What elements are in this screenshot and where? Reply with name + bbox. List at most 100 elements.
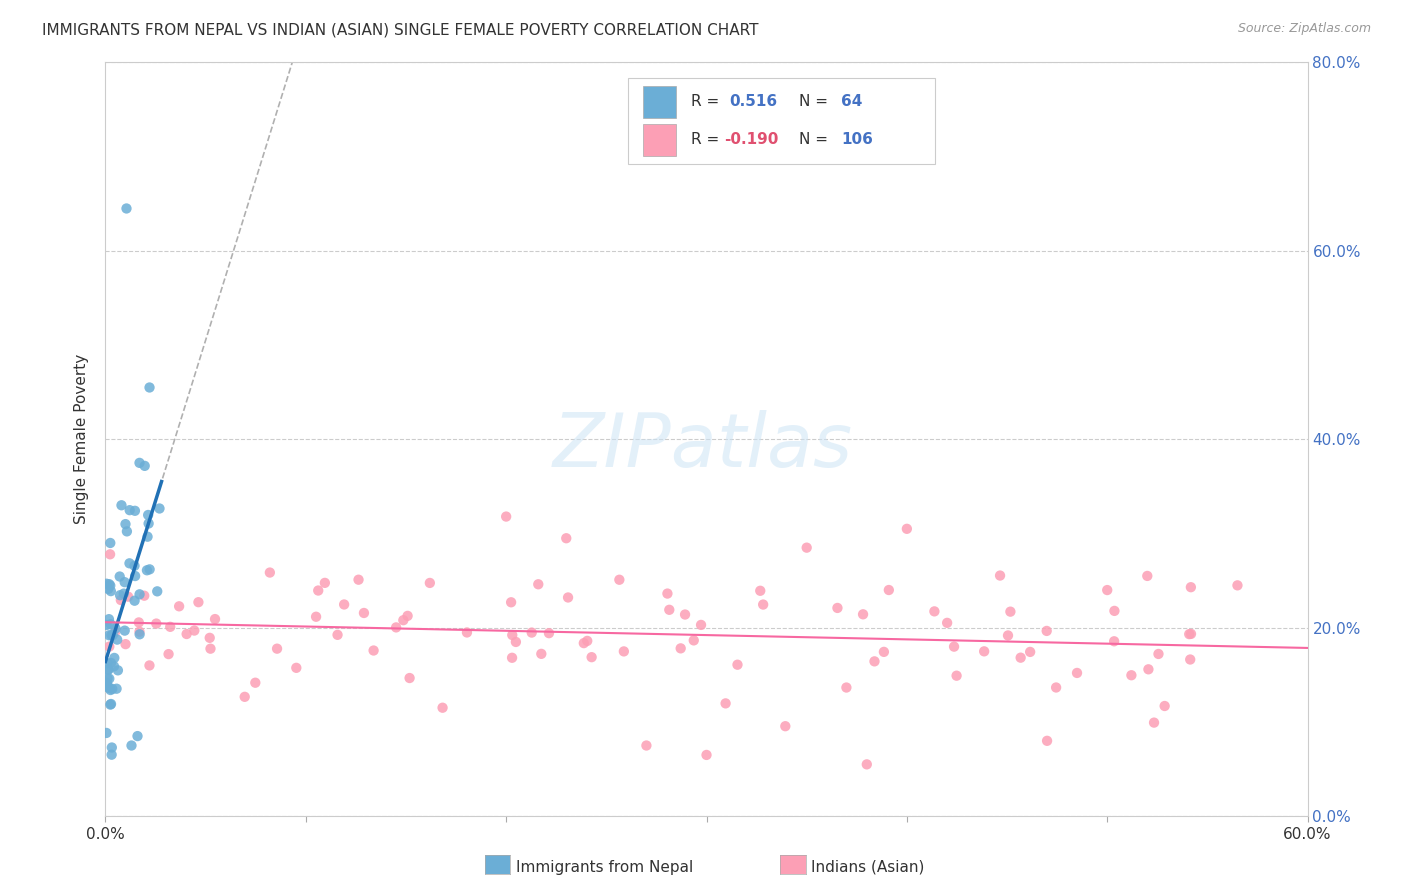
Point bbox=[134, 458, 156, 473]
Point bbox=[943, 640, 966, 654]
Point bbox=[398, 671, 420, 685]
Point bbox=[127, 729, 149, 743]
Point bbox=[333, 598, 356, 612]
Point bbox=[1000, 605, 1022, 619]
Point bbox=[101, 740, 124, 755]
Text: IMMIGRANTS FROM NEPAL VS INDIAN (ASIAN) SINGLE FEMALE POVERTY CORRELATION CHART: IMMIGRANTS FROM NEPAL VS INDIAN (ASIAN) … bbox=[42, 22, 759, 37]
Point bbox=[98, 577, 121, 591]
Point bbox=[128, 587, 150, 601]
Point bbox=[1226, 578, 1249, 592]
Point bbox=[673, 607, 696, 622]
Point bbox=[110, 593, 132, 607]
Point bbox=[1136, 569, 1159, 583]
Point bbox=[100, 584, 122, 599]
Point bbox=[609, 573, 631, 587]
Text: R =: R = bbox=[690, 132, 724, 147]
Point bbox=[1147, 647, 1170, 661]
Point bbox=[187, 595, 209, 609]
Point bbox=[128, 456, 150, 470]
Point bbox=[576, 633, 599, 648]
Point bbox=[520, 625, 543, 640]
Point bbox=[157, 647, 180, 661]
Point bbox=[121, 739, 143, 753]
Point bbox=[863, 654, 886, 668]
Point bbox=[353, 606, 375, 620]
Point bbox=[183, 624, 205, 638]
Point bbox=[827, 601, 849, 615]
Point bbox=[114, 517, 136, 532]
Point bbox=[1104, 604, 1126, 618]
Point bbox=[245, 675, 267, 690]
Point bbox=[396, 608, 419, 623]
FancyBboxPatch shape bbox=[643, 86, 676, 118]
Point bbox=[537, 626, 560, 640]
Point bbox=[752, 598, 775, 612]
Point bbox=[98, 547, 121, 561]
Point bbox=[128, 627, 150, 641]
Point bbox=[1066, 665, 1088, 680]
Point bbox=[285, 661, 308, 675]
Point bbox=[924, 604, 946, 618]
Point bbox=[307, 583, 329, 598]
Point bbox=[128, 615, 150, 630]
Point bbox=[1097, 583, 1119, 598]
Point bbox=[657, 586, 679, 600]
Point bbox=[98, 536, 121, 550]
Point bbox=[97, 680, 120, 694]
Point bbox=[97, 582, 120, 596]
Point bbox=[572, 636, 595, 650]
Point bbox=[1137, 662, 1160, 676]
Point bbox=[796, 541, 818, 555]
Point bbox=[101, 681, 124, 696]
Point bbox=[682, 633, 704, 648]
Point bbox=[115, 524, 138, 539]
Point bbox=[530, 647, 553, 661]
Point bbox=[690, 618, 713, 632]
Point bbox=[136, 530, 159, 544]
Point bbox=[108, 569, 131, 583]
Point bbox=[176, 627, 198, 641]
Text: ZIPatlas: ZIPatlas bbox=[553, 410, 853, 482]
Point bbox=[855, 757, 877, 772]
Point bbox=[96, 576, 118, 591]
Point bbox=[1143, 715, 1166, 730]
Point bbox=[727, 657, 749, 672]
Point bbox=[385, 620, 408, 634]
Point bbox=[314, 575, 336, 590]
Y-axis label: Single Female Poverty: Single Female Poverty bbox=[75, 354, 90, 524]
Text: Immigrants from Nepal: Immigrants from Nepal bbox=[516, 860, 693, 874]
Point bbox=[167, 599, 190, 614]
Point bbox=[988, 568, 1011, 582]
Point bbox=[326, 628, 349, 642]
Text: N =: N = bbox=[799, 132, 832, 147]
Text: 0.516: 0.516 bbox=[730, 95, 778, 110]
Point bbox=[100, 697, 122, 711]
Point bbox=[973, 644, 995, 658]
Point bbox=[1035, 624, 1057, 638]
Point bbox=[896, 522, 918, 536]
Point bbox=[1102, 634, 1125, 648]
Point bbox=[97, 663, 120, 677]
Point bbox=[97, 612, 120, 626]
Point bbox=[115, 202, 138, 216]
Text: N =: N = bbox=[799, 95, 832, 110]
Point bbox=[1019, 645, 1042, 659]
Point bbox=[1180, 627, 1202, 641]
Point bbox=[505, 635, 527, 649]
Point bbox=[100, 628, 122, 642]
Point bbox=[501, 628, 523, 642]
Point bbox=[98, 681, 121, 695]
Text: 106: 106 bbox=[841, 132, 873, 147]
Point bbox=[495, 509, 517, 524]
Text: Source: ZipAtlas.com: Source: ZipAtlas.com bbox=[1237, 22, 1371, 36]
Point bbox=[1045, 681, 1067, 695]
Point bbox=[456, 625, 478, 640]
Point bbox=[124, 593, 146, 607]
Point bbox=[136, 508, 159, 522]
Point bbox=[98, 578, 121, 592]
Point bbox=[749, 583, 772, 598]
Point bbox=[96, 726, 118, 740]
Point bbox=[204, 612, 226, 626]
Point bbox=[100, 617, 122, 632]
Point bbox=[96, 675, 118, 690]
